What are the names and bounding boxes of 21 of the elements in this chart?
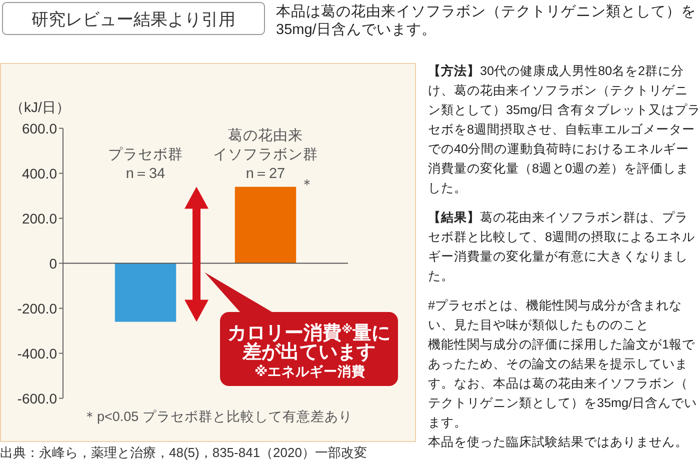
y-tick-label: -600.0 <box>17 390 58 406</box>
annotation: カロリー消費$^{※}$量に差が出ています <box>227 322 391 363</box>
y-tick-label: -400.0 <box>17 345 58 362</box>
chart-title: 研究レビュー結果より引用 <box>32 10 236 29</box>
y-tick-label: 600.0 <box>22 120 58 136</box>
text: 【方法】30代の健康成人男性80名を2群に分け、葛の花由来イソフラボン（テクトリゲニン類として）35mg/日 含有タブレット又はプラセボを8週間摂取させ、自転車エルゴメーターでの40分間の運動負荷時におけるエネルギー消費量の変化量（8週と0週の差）を評価しました。 <box>428 63 700 195</box>
annotation: ＊ <box>300 176 314 192</box>
text: 本品は葛の花由来イソフラボン（テクトリゲニン類として）を35mg/日含んでいます。 <box>276 3 696 38</box>
x-tick-label: プラセボ群 n＝34 <box>108 146 183 182</box>
text: #プラセボとは、機能性関与成分が含まれない、見た目や味が類似したもののこと <box>428 298 682 332</box>
text: 【結果】葛の花由来イソフラボン群は、プラセボ群と比較して、8週間の摂取によるエネルギー消費量の変化量が有意に大きくなりました。 <box>428 210 696 283</box>
annotation: ※エネルギー消費 <box>254 364 366 379</box>
y-axis-title: （kJ/日） <box>10 99 70 115</box>
y-tick-label: 400.0 <box>22 165 58 182</box>
text: 本品を使った臨床試験結果ではありません。 <box>428 435 688 449</box>
y-tick-label: -200.0 <box>17 300 58 316</box>
y-tick-label: 0 <box>49 255 58 272</box>
text: 機能性関与成分の評価に採用した論文が1報であったため、その論文の結果を提示しています。なお、本品は葛の花由来イソフラボン（テクトリゲニン類として）を35mg/日含んでいます。 <box>428 338 698 430</box>
text: ＊p<0.05 プラセボ群と比較して有意差あり <box>83 409 352 424</box>
y-tick-label: 200.0 <box>22 210 58 226</box>
source-note: 出典：永峰ら，薬理と治療，48(5)，835-841（2020）一部改変 <box>0 445 367 460</box>
